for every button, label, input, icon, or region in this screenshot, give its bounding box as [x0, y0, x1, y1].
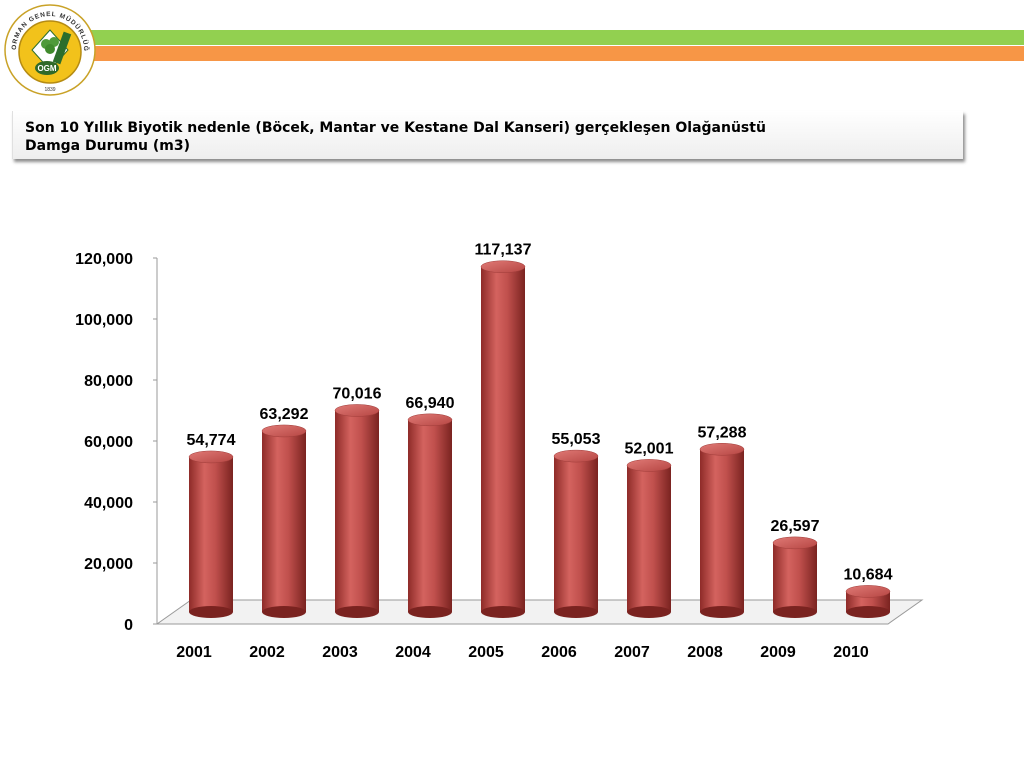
- data-label: 57,288: [698, 424, 747, 441]
- bar-2003: [334, 404, 380, 618]
- bar-base: [773, 606, 817, 618]
- logo-year: 1839: [44, 87, 55, 93]
- x-tick-label: 2002: [249, 644, 285, 661]
- bar-top-cap: [480, 260, 526, 273]
- bar-body: [189, 456, 233, 612]
- title-line-2: Damga Durumu (m3): [25, 138, 191, 154]
- data-label: 70,016: [333, 385, 382, 402]
- data-label: 55,053: [552, 431, 601, 448]
- bar-2010: [845, 585, 891, 618]
- bar-base: [700, 606, 744, 618]
- bar-top-cap: [845, 585, 891, 598]
- x-tick-label: 2007: [614, 644, 650, 661]
- bar-body: [408, 419, 452, 612]
- labels-group: 54,774 2001 63,292 2002 70,016 2003 66,940 2004…: [176, 242, 892, 661]
- y-axis: 0 20,000 40,000 60,000 80,000 100,000 120,000: [75, 251, 158, 634]
- bar-2005: [480, 260, 526, 618]
- bar-body: [481, 266, 525, 612]
- y-tick-label: 80,000: [84, 373, 133, 390]
- bar-2001: [188, 450, 234, 618]
- y-tick-label: 40,000: [84, 495, 133, 512]
- bar-2008: [699, 443, 745, 618]
- data-label: 54,774: [187, 432, 236, 449]
- data-label: 66,940: [406, 395, 455, 412]
- y-tick-label: 120,000: [75, 251, 133, 268]
- bar-body: [773, 542, 817, 612]
- green-stripe: [80, 30, 1024, 45]
- x-tick-label: 2009: [760, 644, 796, 661]
- bar-body: [262, 430, 306, 612]
- bar-base: [627, 606, 671, 618]
- bar-top-cap: [261, 424, 307, 438]
- bar-body: [554, 456, 598, 612]
- data-label: 26,597: [771, 518, 820, 535]
- logo-abbr: OGM: [37, 64, 56, 73]
- bar-base: [335, 606, 379, 618]
- title-box: Son 10 Yıllık Biyotik nedenle (Böcek, Ma…: [12, 111, 963, 159]
- bar-2007: [626, 459, 672, 618]
- x-tick-label: 2003: [322, 644, 358, 661]
- x-tick-label: 2005: [468, 644, 504, 661]
- title-line-1: Son 10 Yıllık Biyotik nedenle (Böcek, Ma…: [25, 120, 766, 136]
- data-label: 52,001: [625, 440, 674, 457]
- bar-top-cap: [334, 404, 380, 417]
- bar-body: [627, 465, 671, 612]
- ogm-logo: ORMAN GENEL MÜDÜRLÜĞÜ OGM 1839: [2, 2, 96, 96]
- bar-top-cap: [626, 459, 672, 472]
- page-title: Son 10 Yıllık Biyotik nedenle (Böcek, Ma…: [25, 119, 955, 155]
- bar-base: [846, 606, 890, 618]
- bar-base: [554, 606, 598, 618]
- data-label: 63,292: [260, 406, 309, 423]
- y-tick-label: 60,000: [84, 434, 133, 451]
- bar-base: [408, 606, 452, 618]
- y-tick-label: 0: [124, 617, 133, 634]
- bar-top-cap: [772, 536, 818, 550]
- y-tick-label: 20,000: [84, 556, 133, 573]
- bar-body: [700, 449, 744, 612]
- data-label: 117,137: [475, 242, 532, 259]
- x-tick-label: 2004: [395, 644, 431, 661]
- bar-top-cap: [553, 449, 599, 463]
- bar-body: [335, 410, 379, 612]
- x-tick-label: 2008: [687, 644, 723, 661]
- bar-2002: [261, 424, 307, 618]
- orange-stripe: [80, 46, 1024, 61]
- bar-base: [189, 606, 233, 618]
- bar-base: [262, 606, 306, 618]
- x-tick-label: 2010: [833, 644, 869, 661]
- bar-base: [481, 606, 525, 618]
- data-label: 10,684: [844, 566, 893, 583]
- bar-top-cap: [188, 450, 234, 464]
- bar-2006: [553, 449, 599, 618]
- x-tick-label: 2001: [176, 644, 212, 661]
- bar-top-cap: [407, 413, 453, 427]
- bar-2004: [407, 413, 453, 618]
- y-tick-label: 100,000: [75, 312, 133, 329]
- bar-2009: [772, 536, 818, 618]
- bar-top-cap: [699, 443, 745, 456]
- bars-group: [188, 260, 891, 618]
- x-tick-label: 2006: [541, 644, 577, 661]
